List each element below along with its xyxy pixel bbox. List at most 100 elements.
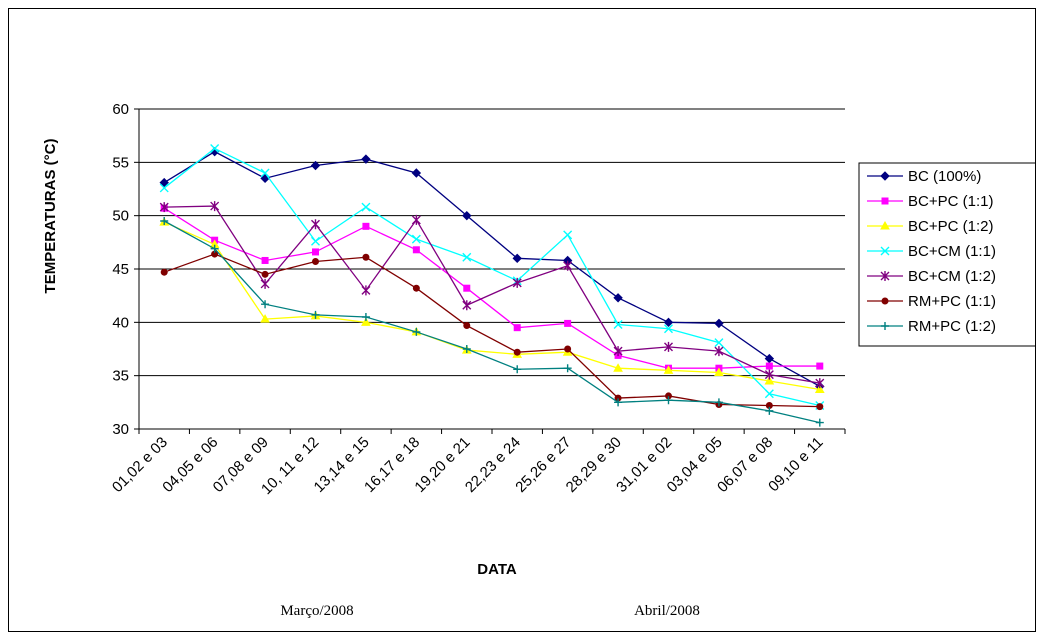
series-1-point: [512, 253, 522, 264]
marker-shape: [512, 253, 522, 264]
legend-swatch-marker: [880, 271, 890, 281]
series-5-line: [164, 205, 820, 384]
marker-shape: [816, 362, 824, 370]
marker-shape: [815, 418, 824, 427]
marker-shape: [260, 278, 270, 289]
series-2-point: [362, 222, 370, 230]
marker-shape: [814, 384, 825, 394]
legend-swatch-marker: [880, 171, 890, 181]
marker-shape: [663, 365, 674, 374]
series-5-point: [714, 346, 724, 357]
y-tick-label: 30: [112, 421, 129, 438]
series-6-point: [412, 284, 420, 292]
marker-shape: [664, 396, 673, 405]
marker-shape: [361, 154, 371, 164]
series-5-point: [563, 260, 573, 271]
series-3-point: [764, 375, 775, 385]
series-1-point: [159, 177, 169, 188]
series-4-point: [613, 319, 623, 329]
y-tick-label: 35: [112, 368, 129, 385]
marker-shape: [714, 338, 724, 348]
series-6-point: [765, 402, 773, 410]
chart-frame: 30 35 40 45 50 55 60 01,02 e 03 04,05 e 06 07,08…: [8, 8, 1036, 632]
series-1-point: [714, 318, 724, 329]
series-2-point: [564, 319, 572, 327]
legend-item: BC+CM (1:1): [867, 243, 996, 260]
marker-shape: [881, 197, 889, 205]
marker-shape: [663, 317, 674, 328]
marker-shape: [613, 319, 623, 329]
legend-item: BC (100%): [867, 168, 981, 185]
marker-shape: [664, 341, 673, 352]
marker-shape: [412, 327, 421, 336]
marker-shape: [411, 234, 421, 244]
marker-shape: [160, 217, 169, 225]
marker-shape: [260, 168, 270, 178]
series-7-point: [462, 345, 471, 353]
marker-shape: [513, 348, 521, 356]
series-2: [160, 204, 824, 372]
series-6-point: [564, 345, 572, 353]
series-2-point: [261, 256, 269, 264]
series-5-point: [462, 300, 472, 311]
marker-shape: [361, 202, 371, 212]
series-7-point: [563, 364, 572, 373]
marker-shape: [462, 252, 472, 262]
series-5-point: [159, 202, 169, 213]
marker-shape: [764, 389, 774, 399]
series-4-line: [163, 147, 820, 407]
marker-shape: [463, 322, 471, 330]
marker-shape: [210, 143, 220, 153]
series-3-point: [814, 384, 825, 394]
series-5-point: [764, 369, 774, 380]
series-4: [159, 143, 825, 411]
marker-shape: [881, 322, 889, 330]
series-7: [160, 217, 824, 427]
legend: BC (100%) BC+PC (1:1) BC+PC (1:2) BC+CM (1:…: [858, 162, 1035, 347]
series-1-point: [411, 168, 422, 178]
series-7-point: [765, 406, 774, 415]
series-1-point: [764, 353, 775, 364]
legend-item: BC+PC (1:2): [867, 218, 993, 235]
y-tick-label: 40: [112, 314, 129, 331]
series-6-point: [463, 322, 471, 330]
marker-shape: [160, 268, 168, 276]
series-2-line: [163, 207, 820, 369]
marker-shape: [880, 171, 890, 181]
series-5-point: [664, 341, 673, 352]
gridlines: [139, 108, 845, 377]
series-1-point: [361, 154, 371, 164]
series-6-line: [163, 253, 820, 408]
marker-shape: [261, 256, 269, 264]
marker-shape: [880, 220, 890, 230]
legend-label: BC+CM (1:1): [908, 243, 996, 260]
marker-shape: [362, 222, 370, 230]
series-6-point: [362, 253, 370, 261]
legend-swatch-marker: [881, 297, 889, 305]
series-4-point: [210, 143, 220, 153]
month-label-march: Março/2008: [280, 603, 353, 619]
legend-item: RM+PC (1:1): [867, 293, 996, 310]
y-axis-ticks: 30 35 40 45 50 55 60: [112, 101, 139, 438]
series-7-point: [311, 310, 320, 319]
legend-item: BC+CM (1:2): [867, 268, 996, 285]
marker-shape: [159, 183, 169, 193]
marker-shape: [210, 201, 220, 212]
series-6-point: [261, 270, 269, 278]
marker-shape: [564, 319, 572, 327]
series-5-point: [815, 378, 825, 389]
marker-shape: [714, 398, 723, 407]
marker-shape: [714, 367, 724, 376]
legend-swatch-marker: [881, 322, 889, 330]
series-1-point: [663, 317, 674, 328]
marker-shape: [512, 277, 522, 288]
marker-shape: [714, 318, 724, 329]
marker-shape: [361, 285, 371, 296]
series-7-point: [160, 217, 169, 225]
series-5-point: [311, 219, 320, 230]
series-7-point: [815, 418, 824, 427]
marker-shape: [362, 253, 370, 261]
marker-shape: [765, 362, 773, 370]
marker-shape: [614, 394, 622, 402]
